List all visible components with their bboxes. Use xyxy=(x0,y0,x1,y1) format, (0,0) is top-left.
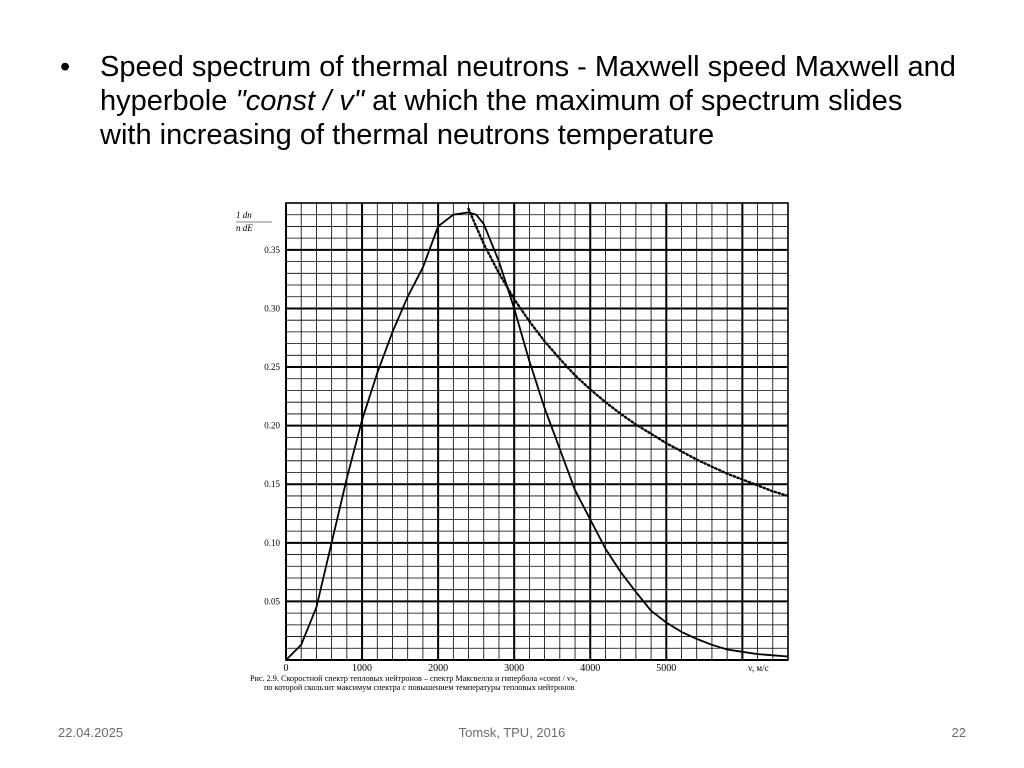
x-tick-label: 3000 xyxy=(504,663,524,674)
x-tick-label: 1000 xyxy=(352,663,372,674)
y-axis-label-top: 1 dn xyxy=(236,210,252,220)
y-tick-label: 0.05 xyxy=(264,596,280,606)
bullet-point: • Speed spectrum of thermal neutrons - M… xyxy=(60,50,960,152)
y-tick-label: 0.10 xyxy=(264,538,280,548)
x-tick-label: 5000 xyxy=(656,663,676,674)
y-tick-label: 0.15 xyxy=(264,479,280,489)
y-tick-label: 0.25 xyxy=(264,362,280,372)
tick-labels: 0 1000 2000 3000 4000 5000 0.05 0.10 0.15 0.20 0.2… xyxy=(264,245,676,674)
x-axis-label: v, м/с xyxy=(748,663,769,673)
y-tick-label: 0.30 xyxy=(264,303,280,313)
bullet-text-italic: "const / v" xyxy=(235,85,365,117)
bullet-marker: • xyxy=(60,51,71,83)
bullet-text: Speed spectrum of thermal neutrons - Max… xyxy=(100,50,960,152)
plot-frame xyxy=(285,202,789,661)
bullet-text-part2: at which the maximum of spectrum slides … xyxy=(100,85,903,151)
y-tick-label: 0.20 xyxy=(264,421,280,431)
series-hyperbole-const-v xyxy=(467,207,790,498)
figure-caption-line-1: Рис. 2.9. Скоростной спектр тепловых ней… xyxy=(250,674,577,683)
grid-major xyxy=(285,202,789,661)
footer-date: 22.04.2025 xyxy=(58,725,124,740)
x-tick-label: 4000 xyxy=(580,663,600,674)
y-tick-label: 0.35 xyxy=(264,245,280,255)
x-tick-label: 2000 xyxy=(428,663,448,674)
chart-svg: 0 1000 2000 3000 4000 5000 0.05 0.10 0.15 0.20 0.2… xyxy=(236,202,790,692)
y-axis-label-bottom: n dE xyxy=(236,223,253,233)
series-maxwell-spectrum xyxy=(285,211,789,661)
figure-caption-line-2: по которой скользит максимум спектра с п… xyxy=(264,683,575,692)
series-layer xyxy=(285,207,790,661)
slide-number: 22 xyxy=(951,725,966,740)
bullet-text-part1: Speed spectrum of thermal neutrons - Max… xyxy=(100,51,956,117)
chart: 0 1000 2000 3000 4000 5000 0.05 0.10 0.15 0.20 0.2… xyxy=(228,198,798,698)
x-tick-label: 0 xyxy=(284,663,289,674)
footer-title: Tomsk, TPU, 2016 xyxy=(458,725,566,740)
